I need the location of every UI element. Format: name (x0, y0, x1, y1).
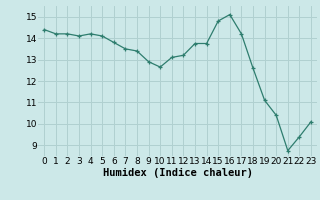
X-axis label: Humidex (Indice chaleur): Humidex (Indice chaleur) (103, 168, 252, 178)
